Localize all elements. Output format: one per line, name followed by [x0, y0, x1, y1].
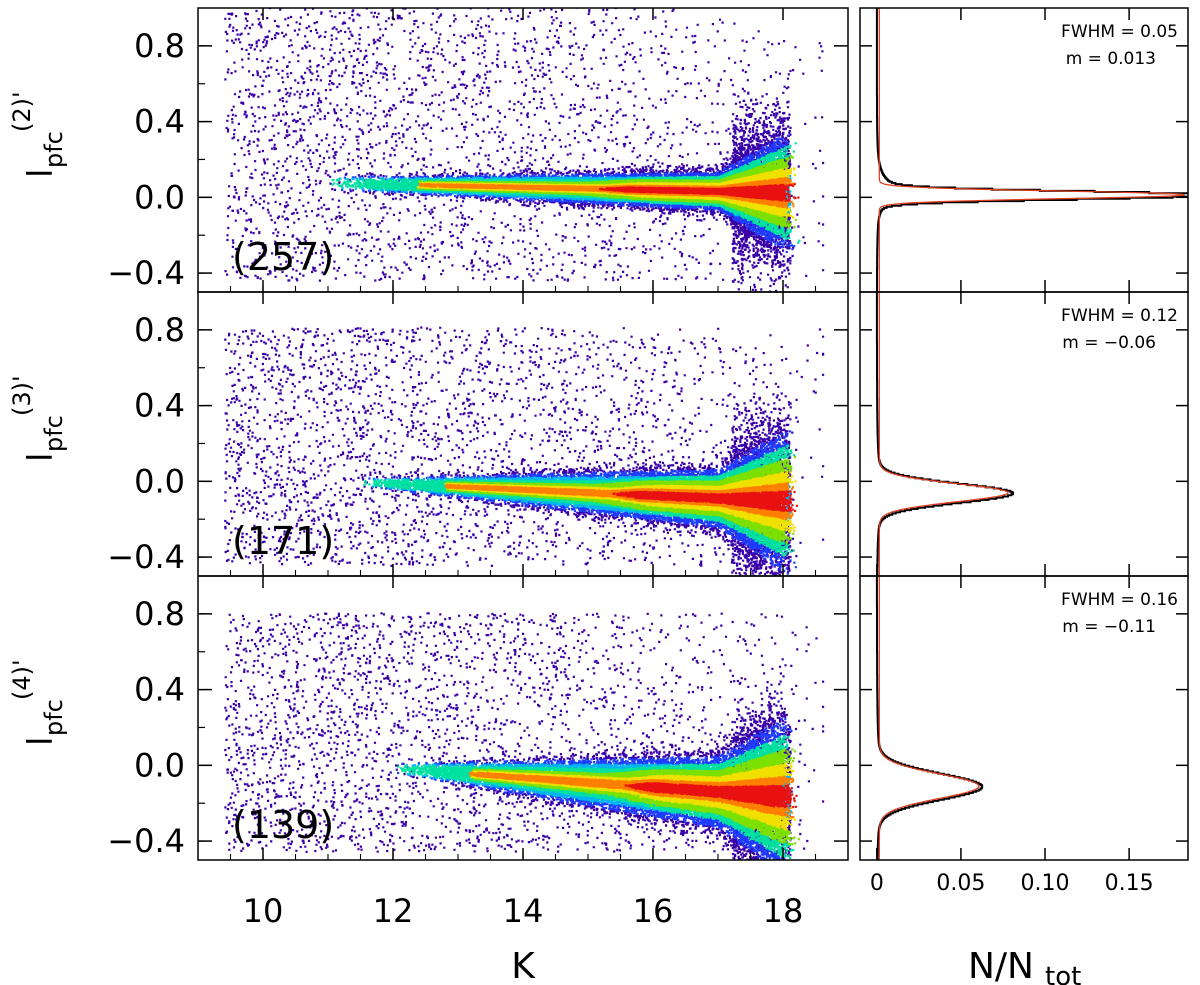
density-level-5 — [444, 471, 797, 532]
y-axis-label-sub: pfc — [40, 699, 68, 736]
y-axis-label-main: l — [21, 453, 61, 462]
fwhm-annotation: FWHM = 0.05 — [1061, 22, 1178, 42]
scatter-panels: 0.80.40.0−0.4 (257)lpfc(2)'0.80.40.0−0.4(… — [8, 7, 849, 861]
hist-x-axis-title: N/N — [968, 946, 1034, 985]
histogram-panel-4: FWHM = 0.16 m = −0.11 — [859, 575, 1189, 861]
density-level-7 — [624, 782, 798, 809]
x-tick-label: 10 — [243, 892, 284, 930]
y-axis-label-main: l — [21, 737, 61, 746]
density-level-5 — [470, 762, 796, 831]
y-tick-label: 0.8 — [134, 27, 185, 65]
y-axis-label-sup: (2)' — [8, 91, 36, 132]
hist-x-tick-label: 0.05 — [936, 871, 985, 896]
x-tick-label: 16 — [633, 892, 674, 930]
fwhm-annotation: FWHM = 0.16 — [1061, 590, 1178, 610]
histogram-panels: FWHM = 0.05 m = 0.013 FWHM = 0.12 m = −0.06… — [859, 7, 1189, 861]
density-points — [224, 8, 825, 292]
y-tick-label: 0.8 — [134, 311, 185, 349]
y-tick-label: 0.4 — [134, 671, 185, 709]
hist-x-axis-title-sub: tot — [1045, 962, 1081, 985]
density-level-7 — [599, 183, 800, 202]
y-axis-label-sup: (4)' — [8, 659, 36, 700]
histogram-frame — [859, 575, 1189, 861]
x-tick-label: 14 — [503, 892, 544, 930]
y-axis-label-sub: pfc — [40, 131, 68, 168]
density-level-1 — [340, 134, 796, 254]
gaussian-fit-line — [878, 292, 1009, 576]
density-level-6 — [444, 482, 794, 521]
density-level-4 — [416, 155, 797, 229]
star-count-label: (139) — [232, 803, 334, 847]
y-tick-label: 0.0 — [134, 462, 185, 500]
histogram-line — [875, 292, 1014, 576]
density-level-4 — [472, 748, 800, 846]
axes: 10 12 14 16 18 K 0 0.05 0.10 0.15 N/N tot — [243, 871, 1154, 985]
y-tick-label: 0.8 — [134, 595, 185, 633]
gaussian-fit-line — [878, 576, 980, 860]
density-level-3 — [397, 735, 795, 860]
hist-x-tick-label: 0.10 — [1021, 871, 1070, 896]
star-count-label: (171) — [232, 519, 334, 563]
density-level-0 — [224, 326, 825, 576]
mode-annotation: m = −0.11 — [1062, 617, 1156, 637]
gaussian-fit-line — [878, 8, 1185, 292]
histogram-panel-3: FWHM = 0.12 m = −0.06 — [859, 291, 1189, 577]
y-tick-label: 0.0 — [134, 746, 185, 784]
y-tick-label: −0.4 — [107, 822, 185, 860]
mode-annotation: m = −0.06 — [1062, 333, 1156, 353]
y-tick-label: 0.4 — [134, 387, 185, 425]
y-axis-label-sup: (3)' — [8, 375, 36, 416]
y-tick-label: 0.0 — [134, 178, 185, 216]
y-axis-label-main: l — [21, 169, 61, 178]
density-level-6 — [468, 771, 795, 819]
x-axis-title: K — [511, 946, 536, 985]
y-axis-label-sub: pfc — [40, 415, 68, 452]
star-count-label: (257) — [232, 235, 334, 279]
histogram-line — [875, 8, 1188, 292]
mode-annotation: m = 0.013 — [1066, 49, 1156, 69]
x-tick-label: 12 — [373, 892, 414, 930]
hist-x-tick-label: 0 — [870, 871, 884, 896]
density-points — [224, 612, 825, 860]
density-points — [224, 326, 825, 576]
y-tick-label: −0.4 — [107, 538, 185, 576]
histogram-line — [875, 576, 984, 860]
density-level-0 — [224, 8, 825, 292]
density-level-7 — [612, 490, 798, 512]
density-level-5 — [417, 167, 797, 219]
fwhm-annotation: FWHM = 0.12 — [1061, 306, 1178, 326]
y-tick-label: 0.4 — [134, 103, 185, 141]
density-level-6 — [418, 176, 795, 209]
y-tick-label: −0.4 — [107, 254, 185, 292]
x-tick-label: 18 — [763, 892, 804, 930]
hist-x-tick-label: 0.15 — [1105, 871, 1154, 896]
histogram-panel-2: FWHM = 0.05 m = 0.013 — [859, 7, 1189, 293]
